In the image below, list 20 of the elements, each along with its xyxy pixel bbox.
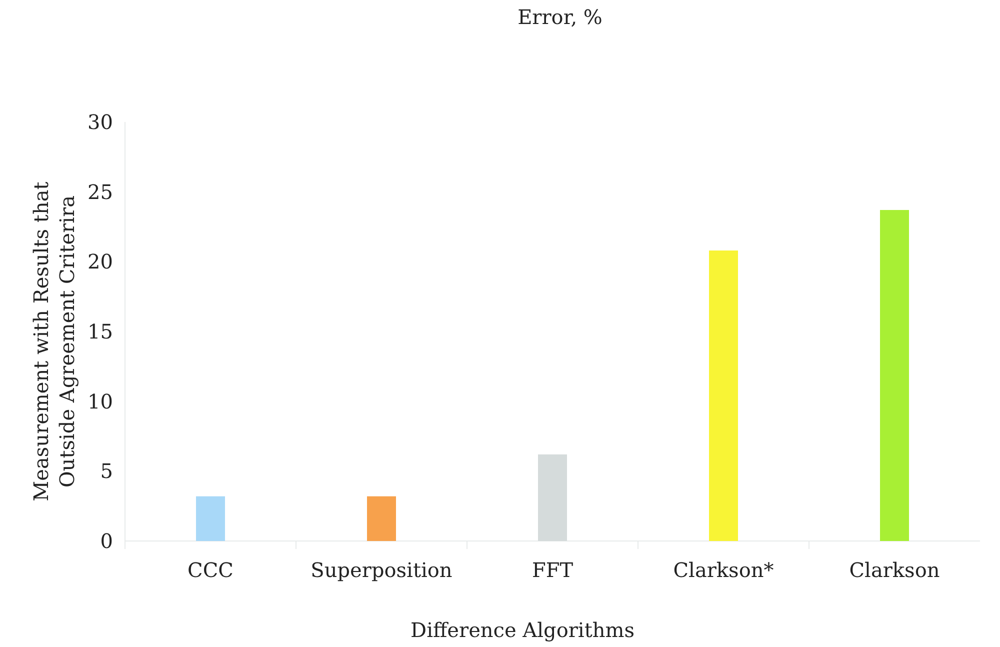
bar [196,496,225,541]
x-tick-label: Superposition [310,558,452,582]
y-tick-label: 10 [88,389,113,414]
x-tick-label: Clarkson* [673,558,774,582]
bar [880,210,909,541]
y-tick-label: 25 [88,180,113,204]
x-axis-title: Difference Algorithms [410,618,634,642]
y-tick-label: 30 [88,110,113,134]
y-tick-label: 20 [88,250,113,274]
y-tick-label: 15 [88,320,113,344]
chart-title: Error, % [518,5,602,29]
y-axis-title: Measurement with Results that Outside Agreement Criterira [29,182,79,502]
y-tick-label: 0 [100,529,113,553]
x-tick-label: Clarkson [849,558,940,582]
bar [367,496,396,541]
y-tick-label: 5 [100,459,113,484]
bar [709,250,738,541]
x-tick-label: FFT [532,558,574,582]
bar [538,454,567,541]
x-tick-label: CCC [188,558,234,582]
